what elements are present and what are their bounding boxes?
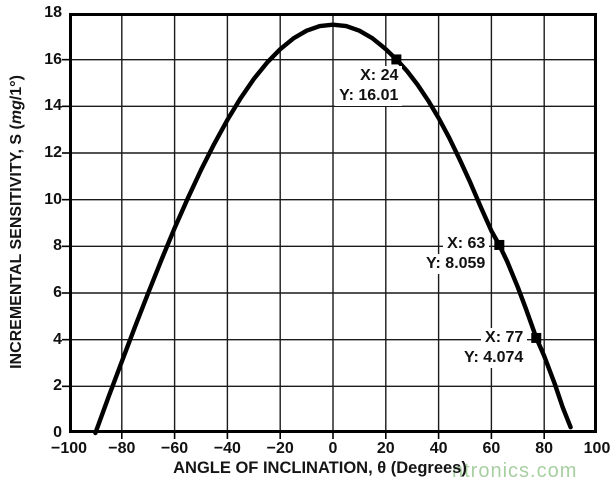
- x-tick-label: 40: [429, 440, 448, 457]
- x-tick-label: −60: [161, 440, 189, 457]
- x-tick-label: 80: [535, 440, 554, 457]
- y-tick-label: 0: [53, 424, 62, 441]
- y-tick-label: 4: [53, 330, 62, 348]
- y-tick-label: 12: [44, 144, 62, 161]
- data-point-label-line: Y: 16.01: [335, 86, 403, 107]
- y-tick-label: 8: [53, 237, 62, 255]
- x-axis-title: ANGLE OF INCLINATION, θ (Degrees): [173, 459, 467, 477]
- x-tick-label: 100: [583, 440, 611, 457]
- data-point-label-line: X: 77: [481, 327, 528, 348]
- x-tick-label: 20: [376, 440, 395, 457]
- y-tick-label: 16: [44, 50, 62, 68]
- data-point-label-line: Y: 8.059: [422, 253, 490, 274]
- plot-border: [69, 13, 597, 433]
- y-axis-title: INCREMENTAL SENSITIVITY, S (mg/1°): [8, 12, 30, 432]
- data-point-label-line: X: 63: [443, 233, 490, 254]
- data-point-label-line: X: 24: [356, 66, 403, 87]
- x-tick-label: −80: [108, 440, 136, 457]
- x-tick-label: 60: [482, 440, 501, 457]
- x-tick-label: −100: [50, 440, 88, 457]
- x-tick-label: −20: [266, 440, 294, 457]
- data-point-marker: [391, 54, 402, 65]
- y-tick-label: 18: [44, 4, 62, 21]
- y-tick-label: 10: [44, 190, 62, 208]
- data-point-label: X: 63 Y: 8.059: [422, 233, 490, 274]
- sensitivity-curve: [93, 22, 573, 436]
- y-tick-label: 6: [53, 284, 62, 301]
- data-point-label-line: Y: 4.074: [459, 347, 528, 368]
- watermark: ntronics.com: [452, 460, 578, 482]
- data-point-label: X: 77 Y: 4.074: [459, 327, 528, 368]
- data-point-label: X: 24 Y: 16.01: [335, 66, 403, 107]
- x-tick-label: 0: [328, 440, 338, 457]
- y-tick-label: 2: [53, 377, 62, 395]
- x-tick-label: −40: [213, 440, 241, 457]
- data-point-marker: [494, 239, 505, 250]
- y-tick-label: 14: [44, 97, 62, 115]
- data-point-marker: [531, 332, 542, 343]
